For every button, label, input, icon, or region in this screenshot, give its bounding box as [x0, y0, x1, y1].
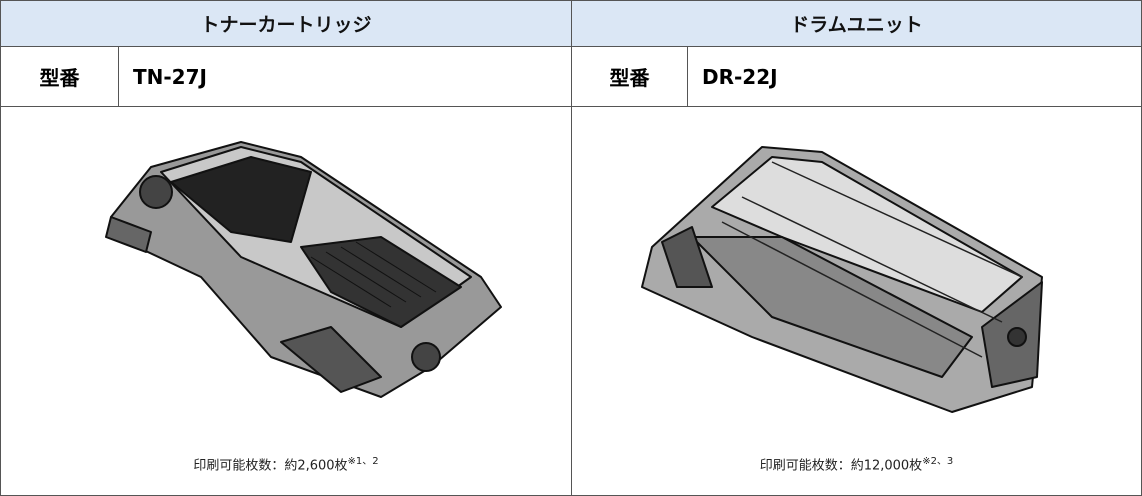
caption-note: ※2、3 [922, 455, 954, 467]
caption-note: ※1、2 [347, 455, 379, 467]
caption: 印刷可能枚数：約12,000枚※2、3 [760, 452, 954, 473]
drum-image [641, 146, 1043, 413]
image-cell: 印刷可能枚数：約2,600枚※1、2 [0, 106, 572, 496]
image-cell: 印刷可能枚数：約12,000枚※2、3 [571, 106, 1142, 496]
model-number: TN-27J [133, 64, 207, 89]
model-label: 型番 [609, 66, 650, 90]
header-cell: トナーカートリッジ [0, 0, 572, 47]
header-text: トナーカートリッジ [200, 14, 372, 36]
caption-text: 印刷可能枚数：約12,000枚 [759, 458, 923, 473]
caption: 印刷可能枚数：約2,600枚※1、2 [193, 452, 378, 473]
label-cell: 型番 [0, 46, 119, 107]
header-cell: ドラムユニット [571, 0, 1142, 47]
model-cell: TN-27J [118, 46, 572, 107]
header-text: ドラムユニット [790, 14, 923, 36]
caption-text: 印刷可能枚数：約2,600枚 [193, 458, 348, 473]
model-label: 型番 [39, 66, 80, 90]
model-number: DR-22J [702, 64, 778, 89]
label-cell: 型番 [571, 46, 688, 107]
toner-image [105, 141, 502, 398]
model-cell: DR-22J [687, 46, 1142, 107]
